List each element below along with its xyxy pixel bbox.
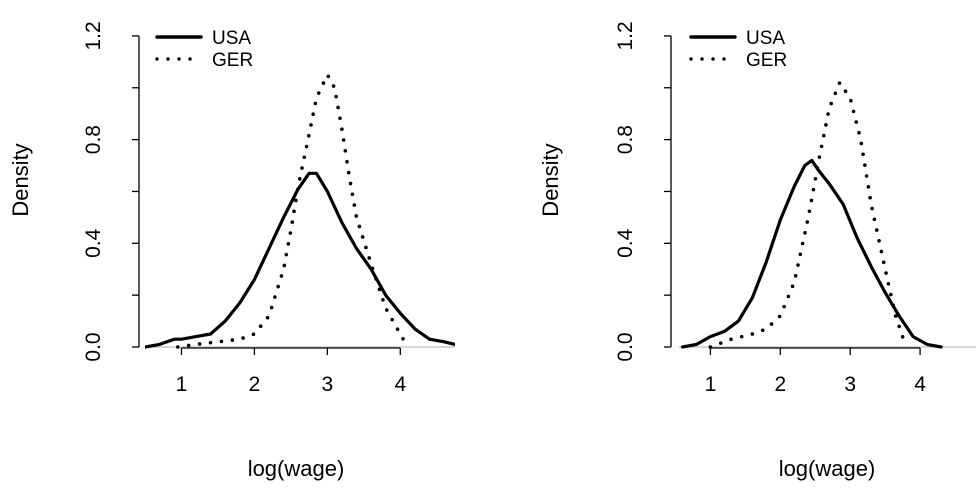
series-line-ger (708, 80, 908, 349)
x-tick-label: 2 (774, 373, 786, 396)
legend-label-ger: GER (212, 50, 253, 71)
legend-label-ger: GER (746, 50, 787, 71)
y-tick-label: 1.2 (614, 21, 637, 50)
x-tick-label: 4 (914, 373, 926, 396)
legend-label-usa: USA (746, 28, 785, 49)
x-tick-label: 1 (176, 373, 188, 396)
x-tick-label: 3 (844, 373, 856, 396)
x-tick-label: 2 (249, 373, 261, 396)
x-tick-label: 1 (705, 373, 717, 396)
x-tick-label: 4 (394, 373, 406, 396)
y-tick-label: 0.4 (82, 228, 105, 258)
x-tick-label: 3 (322, 373, 334, 396)
y-axis-label: Density (8, 143, 33, 216)
y-tick-label: 0.4 (614, 228, 637, 258)
x-axis-label: log(wage) (248, 456, 345, 481)
y-tick-label: 0.8 (614, 125, 637, 154)
y-tick-label: 0.0 (614, 332, 637, 361)
series-line-ger (176, 73, 410, 349)
y-tick-label: 0.8 (82, 125, 105, 154)
series-line-usa (145, 171, 455, 349)
series-line-usa (680, 158, 943, 349)
x-axis-label: log(wage) (779, 456, 876, 481)
y-tick-label: 1.2 (82, 21, 105, 50)
y-axis-label: Density (538, 143, 563, 216)
legend-label-usa: USA (212, 28, 251, 49)
y-tick-label: 0.0 (82, 332, 105, 361)
